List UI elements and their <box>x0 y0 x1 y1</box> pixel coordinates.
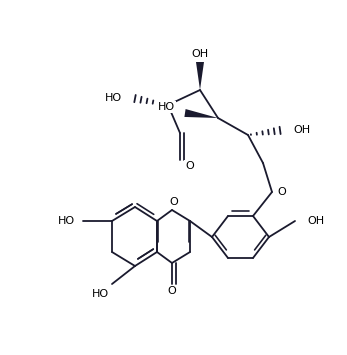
Polygon shape <box>184 109 218 118</box>
Text: O: O <box>185 161 194 171</box>
Text: HO: HO <box>92 289 109 299</box>
Text: OH: OH <box>293 125 310 135</box>
Polygon shape <box>196 62 204 90</box>
Text: O: O <box>278 187 286 197</box>
Text: HO: HO <box>105 93 122 103</box>
Text: OH: OH <box>192 49 209 59</box>
Text: HO: HO <box>158 102 175 112</box>
Text: OH: OH <box>307 216 324 226</box>
Text: HO: HO <box>58 216 75 226</box>
Text: O: O <box>168 286 176 296</box>
Text: O: O <box>170 197 178 207</box>
